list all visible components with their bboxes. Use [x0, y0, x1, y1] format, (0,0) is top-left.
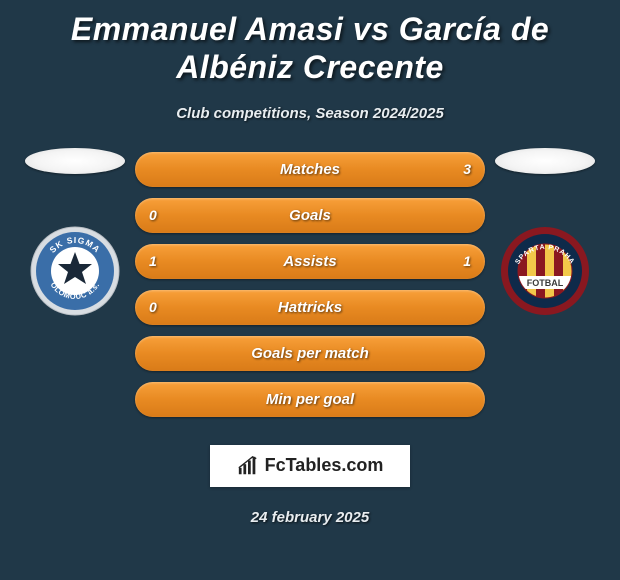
stat-right-value: 1: [463, 253, 471, 269]
svg-text:FOTBAL: FOTBAL: [527, 278, 564, 288]
comparison-content: SK SIGMA OLOMOUC a.s. Matches 3 0 Goals …: [0, 152, 620, 417]
right-player-avatar-placeholder: [495, 148, 595, 174]
stat-left-value: 1: [149, 253, 157, 269]
left-player-avatar-placeholder: [25, 148, 125, 174]
branding-text: FcTables.com: [265, 455, 384, 476]
stats-column: Matches 3 0 Goals 1 Assists 1 0 Hattrick…: [135, 152, 485, 417]
sparta-praha-badge-icon: FOTBAL SPARTA PRAHA: [500, 226, 590, 316]
stat-label: Min per goal: [266, 391, 354, 408]
stat-bar-assists: 1 Assists 1: [135, 244, 485, 279]
stat-bar-goals: 0 Goals: [135, 198, 485, 233]
stat-bar-min-per-goal: Min per goal: [135, 382, 485, 417]
stat-label: Hattricks: [278, 299, 342, 316]
stat-label: Goals per match: [251, 345, 369, 362]
stat-right-value: 3: [463, 161, 471, 177]
date-text: 24 february 2025: [251, 509, 369, 526]
stat-bar-hattricks: 0 Hattricks: [135, 290, 485, 325]
stat-left-value: 0: [149, 299, 157, 315]
left-player-column: SK SIGMA OLOMOUC a.s.: [15, 152, 135, 316]
stat-label: Assists: [283, 253, 336, 270]
stat-bar-goals-per-match: Goals per match: [135, 336, 485, 371]
left-club-badge: SK SIGMA OLOMOUC a.s.: [30, 226, 120, 316]
stat-bar-matches: Matches 3: [135, 152, 485, 187]
stat-label: Matches: [280, 161, 340, 178]
right-player-column: FOTBAL SPARTA PRAHA: [485, 152, 605, 316]
page-title: Emmanuel Amasi vs García de Albéniz Crec…: [0, 10, 620, 87]
stat-left-value: 0: [149, 207, 157, 223]
sigma-olomouc-badge-icon: SK SIGMA OLOMOUC a.s.: [30, 226, 120, 316]
branding-fctables: FcTables.com: [210, 445, 410, 487]
subtitle: Club competitions, Season 2024/2025: [176, 105, 444, 122]
bar-chart-icon: [237, 455, 259, 477]
right-club-badge: FOTBAL SPARTA PRAHA: [500, 226, 590, 316]
stat-label: Goals: [289, 207, 331, 224]
